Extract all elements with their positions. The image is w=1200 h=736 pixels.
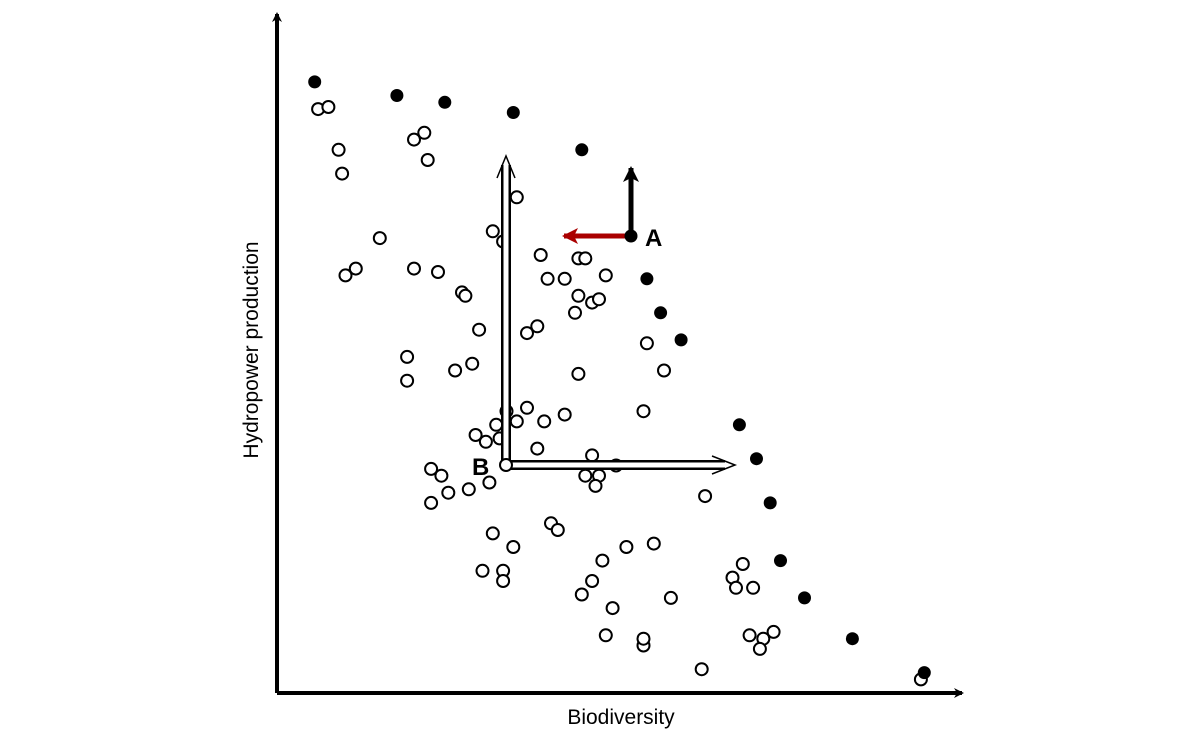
dominated-point (434, 468, 449, 483)
pareto-point (750, 452, 763, 466)
point-a-label: A (645, 225, 662, 252)
pareto-point (575, 143, 589, 157)
axes (272, 12, 964, 698)
dominated-point (742, 628, 757, 643)
dominated-point (592, 292, 606, 307)
dominated-point (557, 271, 572, 286)
dominated-point (540, 271, 555, 286)
dominated-point (595, 553, 610, 568)
dominated-point (550, 523, 565, 537)
dominated-point (619, 540, 634, 554)
dominated-point (472, 322, 487, 337)
pareto-point (674, 333, 688, 347)
point-b-label: B (472, 454, 489, 481)
dominated-point (574, 587, 589, 602)
dominated-point (698, 489, 713, 504)
x-axis-label: Biodiversity (567, 706, 675, 729)
pareto-point (732, 418, 746, 432)
pareto-point (438, 95, 452, 109)
dominated-point (407, 261, 421, 276)
dominated-point (482, 475, 497, 490)
dominated-point (766, 624, 781, 639)
dominated-point (509, 414, 524, 429)
dominated-point (400, 349, 415, 364)
dominated-point (729, 580, 743, 595)
dominated-point (578, 251, 593, 266)
dominated-point (348, 261, 363, 276)
pareto-point (654, 306, 668, 320)
pareto-point (763, 496, 777, 510)
point-a (624, 229, 638, 243)
dominated-point (331, 142, 346, 157)
dominated-point (509, 190, 524, 205)
dominated-point (598, 628, 613, 643)
dominated-point (520, 326, 534, 341)
dominated-point (520, 400, 534, 415)
dominated-point (448, 363, 463, 378)
dominated-point (506, 540, 521, 554)
dominated-point (585, 574, 600, 588)
dominated-point (636, 631, 651, 646)
dominated-point (588, 478, 603, 493)
dominated-point (530, 441, 545, 456)
pareto-point (308, 75, 322, 89)
dominated-point (694, 662, 709, 677)
dominated-point (407, 132, 421, 147)
dominated-point (465, 356, 480, 371)
dominated-point (605, 601, 620, 616)
dominated-point (485, 526, 500, 541)
arrow-b-up (496, 154, 516, 465)
dominated-point (646, 536, 661, 551)
pareto-point (917, 666, 931, 680)
dominated-point (663, 590, 678, 605)
dominated-point (752, 641, 767, 656)
pareto-point (640, 272, 654, 286)
dominated-point (598, 268, 613, 283)
pareto-point (798, 591, 811, 605)
dominated-point (657, 363, 671, 378)
dominated-point (321, 100, 336, 114)
dominated-point (485, 224, 500, 239)
dominated-point (639, 336, 654, 351)
pareto-point (506, 106, 520, 119)
dominated-point (458, 288, 473, 303)
dominated-point (335, 166, 350, 181)
dominated-point (578, 468, 593, 483)
dominated-point (571, 366, 586, 381)
dominated-point (585, 448, 600, 463)
dominated-point (568, 305, 582, 320)
dominated-point (372, 231, 387, 246)
dominated-point (420, 153, 435, 167)
dominated-point (571, 288, 586, 303)
dominated-point (530, 319, 545, 334)
dominated-point (496, 574, 511, 588)
dominated-point (533, 248, 548, 262)
pareto-point (845, 632, 859, 646)
dominated-point (489, 417, 504, 432)
dominated-point (424, 495, 439, 510)
pareto-point (774, 554, 787, 568)
point-b (499, 458, 513, 472)
y-axis-label: Hydropower production (240, 241, 263, 458)
dominated-point (636, 404, 651, 419)
dominated-point (537, 414, 552, 429)
arrow-b-right (506, 455, 738, 475)
pareto-front-points (308, 75, 931, 680)
dominated-point (424, 461, 439, 476)
dominated-point (441, 485, 456, 500)
dominated-point (557, 407, 572, 422)
dominated-point (746, 580, 761, 595)
dominated-point (461, 482, 476, 497)
dominated-point (735, 557, 750, 571)
dominated-point (338, 268, 353, 283)
dominated-point (478, 434, 493, 449)
dominated-points (311, 100, 928, 687)
dominated-point (431, 265, 445, 279)
dominated-point (468, 428, 483, 442)
dominated-point (417, 125, 432, 140)
dominated-point (400, 373, 415, 388)
pareto-point (390, 89, 404, 102)
dominated-point (475, 563, 490, 578)
